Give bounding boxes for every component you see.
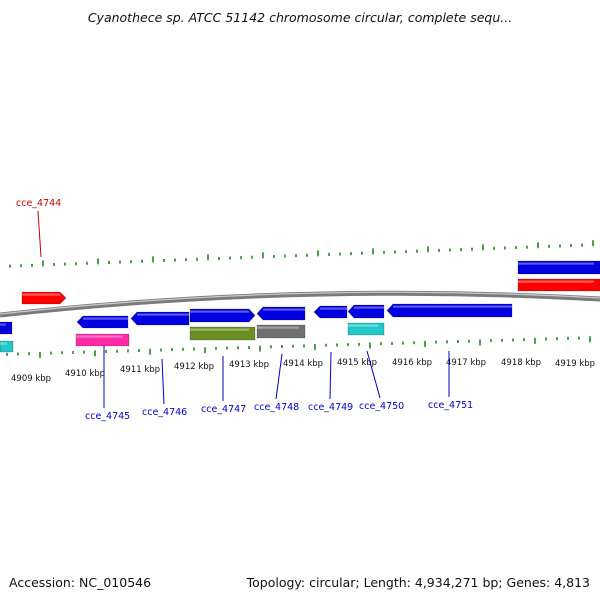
- gene-label[interactable]: cce_4745: [85, 411, 130, 422]
- gene-feature[interactable]: [189, 326, 256, 341]
- kbp-label: 4918 kbp: [501, 358, 541, 368]
- gene-labels[interactable]: cce_4744 cce_4745 cce_4746 cce_4747 cce_4748…: [16, 198, 473, 422]
- gene-label[interactable]: cce_4748: [254, 402, 299, 413]
- feature-shine: [518, 280, 594, 283]
- kbp-label: 4911 kbp: [120, 365, 160, 375]
- gene-feature[interactable]: [256, 324, 306, 339]
- gene-feature[interactable]: [517, 278, 600, 292]
- kbp-label: 4909 kbp: [11, 374, 51, 384]
- chromosome-backbone-highlight: [0, 291, 600, 315]
- leader-line: [37, 210, 42, 258]
- gene-label[interactable]: cce_4747: [201, 404, 246, 415]
- gene-feature[interactable]: [189, 308, 256, 323]
- kbp-label: 4915 kbp: [337, 358, 377, 368]
- gene-label[interactable]: cce_4744: [16, 198, 61, 209]
- feature-shine: [354, 306, 384, 309]
- feature-shine: [190, 328, 249, 331]
- feature-shine: [257, 326, 299, 329]
- kbp-label: 4913 kbp: [229, 360, 269, 370]
- map-title: Cyanothece sp. ATCC 51142 chromosome cir…: [87, 10, 513, 25]
- feature-shine: [518, 262, 594, 265]
- feature-shine: [348, 324, 378, 327]
- feature-shine: [190, 310, 249, 313]
- feature-shine: [0, 323, 6, 326]
- inner-tick-track: [6, 336, 591, 358]
- kbp-label: 4910 kbp: [65, 369, 105, 379]
- topology-text: Topology: circular; Length: 4,934,271 bp…: [246, 575, 590, 590]
- gene-feature[interactable]: [517, 260, 600, 275]
- gene-feature[interactable]: [0, 340, 14, 353]
- gene-feature[interactable]: [75, 333, 130, 347]
- kbp-label: 4912 kbp: [174, 362, 214, 372]
- kbp-scale: 4909 kbp 4910 kbp 4911 kbp 4912 kbp 4913 kbp…: [11, 358, 595, 384]
- chromosome-backbone: [0, 290, 600, 318]
- feature-shine: [393, 305, 512, 308]
- kbp-label: 4919 kbp: [555, 359, 595, 369]
- feature-shine: [83, 317, 128, 320]
- gene-label[interactable]: cce_4751: [428, 400, 473, 411]
- leader-line: [366, 350, 381, 399]
- feature-track[interactable]: [0, 260, 600, 353]
- kbp-label: 4916 kbp: [392, 358, 432, 368]
- leader-line: [275, 353, 283, 400]
- kbp-label: 4917 kbp: [446, 358, 486, 368]
- gene-feature[interactable]: [347, 304, 385, 319]
- gene-label[interactable]: cce_4749: [308, 402, 353, 413]
- outer-tick-track: [9, 240, 594, 268]
- gene-feature[interactable]: [256, 306, 306, 321]
- gene-feature[interactable]: [76, 315, 129, 329]
- gene-feature[interactable]: [130, 311, 190, 326]
- leader-line: [329, 351, 332, 400]
- gene-feature[interactable]: [21, 291, 67, 305]
- feature-shine: [263, 308, 305, 311]
- feature-shine: [320, 307, 347, 310]
- leader-line: [161, 358, 165, 405]
- gene-feature[interactable]: [347, 322, 385, 336]
- gene-feature[interactable]: [386, 303, 513, 318]
- feature-shine: [0, 342, 7, 345]
- gene-label-leaders: [37, 210, 450, 408]
- gene-label[interactable]: cce_4750: [359, 401, 404, 412]
- gene-feature[interactable]: [313, 305, 348, 319]
- gene-feature[interactable]: [0, 321, 13, 335]
- gene-label[interactable]: cce_4746: [142, 407, 187, 418]
- kbp-label: 4914 kbp: [283, 359, 323, 369]
- feature-shine: [22, 293, 60, 296]
- feature-shine: [137, 313, 189, 316]
- feature-shine: [76, 335, 123, 338]
- accession-text: Accession: NC_010546: [9, 575, 152, 590]
